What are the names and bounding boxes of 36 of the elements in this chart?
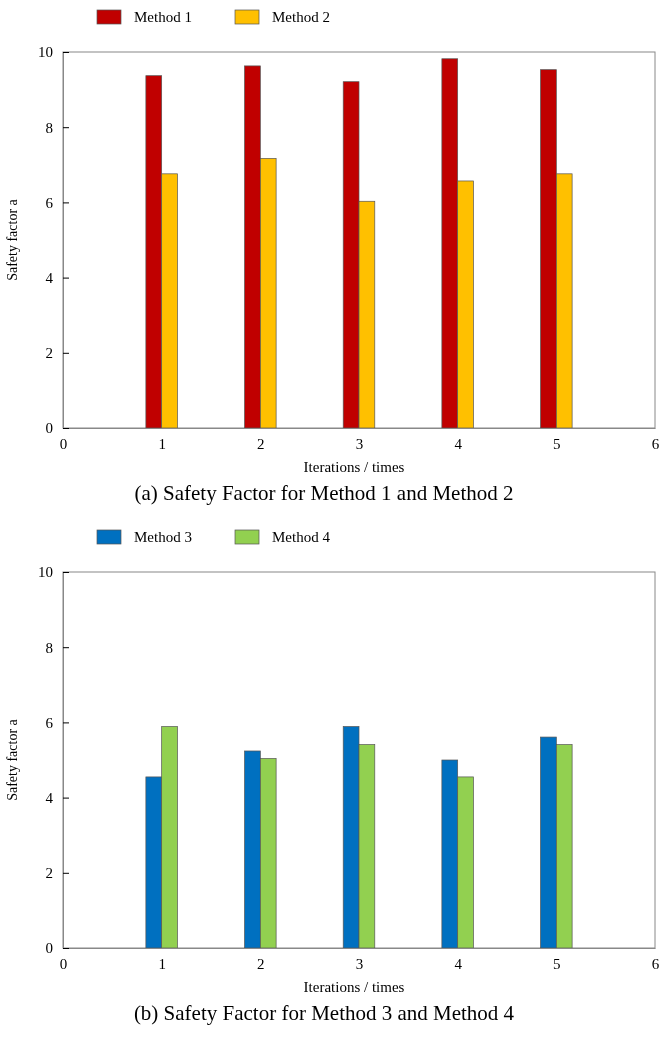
x-tick-label: 4 [454, 955, 463, 972]
x-tick-label: 1 [158, 955, 166, 972]
y-tick-label: 6 [45, 194, 54, 211]
legend-label: Method 3 [134, 529, 192, 545]
y-axis-title: Safety factor a [5, 198, 20, 281]
legend-label: Method 4 [272, 529, 331, 545]
y-tick-label: 10 [38, 44, 53, 61]
x-axis-title: Iterations / times [303, 979, 405, 995]
y-tick-label: 10 [38, 564, 53, 581]
x-tick-label: 6 [651, 435, 660, 452]
y-tick-label: 6 [45, 714, 54, 731]
y-tick-label: 0 [45, 420, 53, 437]
x-tick-label: 5 [553, 955, 561, 972]
text: (b) Safety Factor for Method 3 and Method 4 [133, 1001, 515, 1025]
y-tick-label: 4 [45, 789, 54, 806]
y-tick-label: 8 [45, 119, 53, 136]
x-tick-label: 0 [59, 435, 68, 452]
x-tick-label: 2 [257, 955, 265, 972]
y-axis-title: Safety factor a [5, 718, 20, 801]
text: (a) Safety Factor for Method 1 and Method 2 [134, 481, 514, 505]
x-axis-title: Iterations / times [303, 459, 405, 475]
x-tick-label: 3 [355, 435, 364, 452]
legend-label: Method 2 [272, 9, 330, 25]
y-tick-label: 2 [45, 865, 53, 882]
x-tick-label: 0 [59, 955, 68, 972]
y-tick-label: 2 [45, 345, 53, 362]
y-tick-label: 4 [45, 269, 54, 286]
x-tick-label: 3 [355, 955, 364, 972]
x-tick-label: 6 [651, 955, 660, 972]
x-tick-label: 4 [454, 435, 463, 452]
y-tick-label: 8 [45, 639, 53, 656]
legend-label: Method 1 [134, 9, 192, 25]
x-tick-label: 2 [257, 435, 265, 452]
x-tick-label: 1 [158, 435, 166, 452]
x-tick-label: 5 [553, 435, 561, 452]
y-tick-label: 0 [45, 940, 53, 957]
